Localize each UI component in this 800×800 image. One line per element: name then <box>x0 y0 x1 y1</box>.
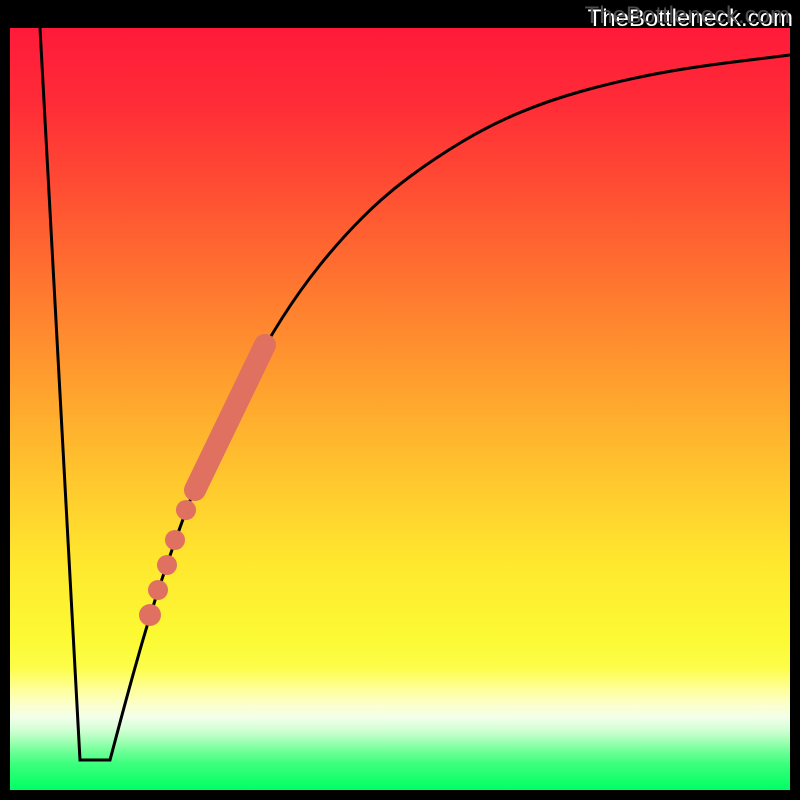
marker-dot <box>165 530 185 550</box>
marker-dot <box>176 500 196 520</box>
marker-dot <box>157 555 177 575</box>
marker-dot <box>139 604 161 626</box>
plot-area <box>10 28 790 790</box>
marker-dot <box>148 580 168 600</box>
chart-svg <box>0 0 800 800</box>
gradient-background <box>10 28 790 790</box>
